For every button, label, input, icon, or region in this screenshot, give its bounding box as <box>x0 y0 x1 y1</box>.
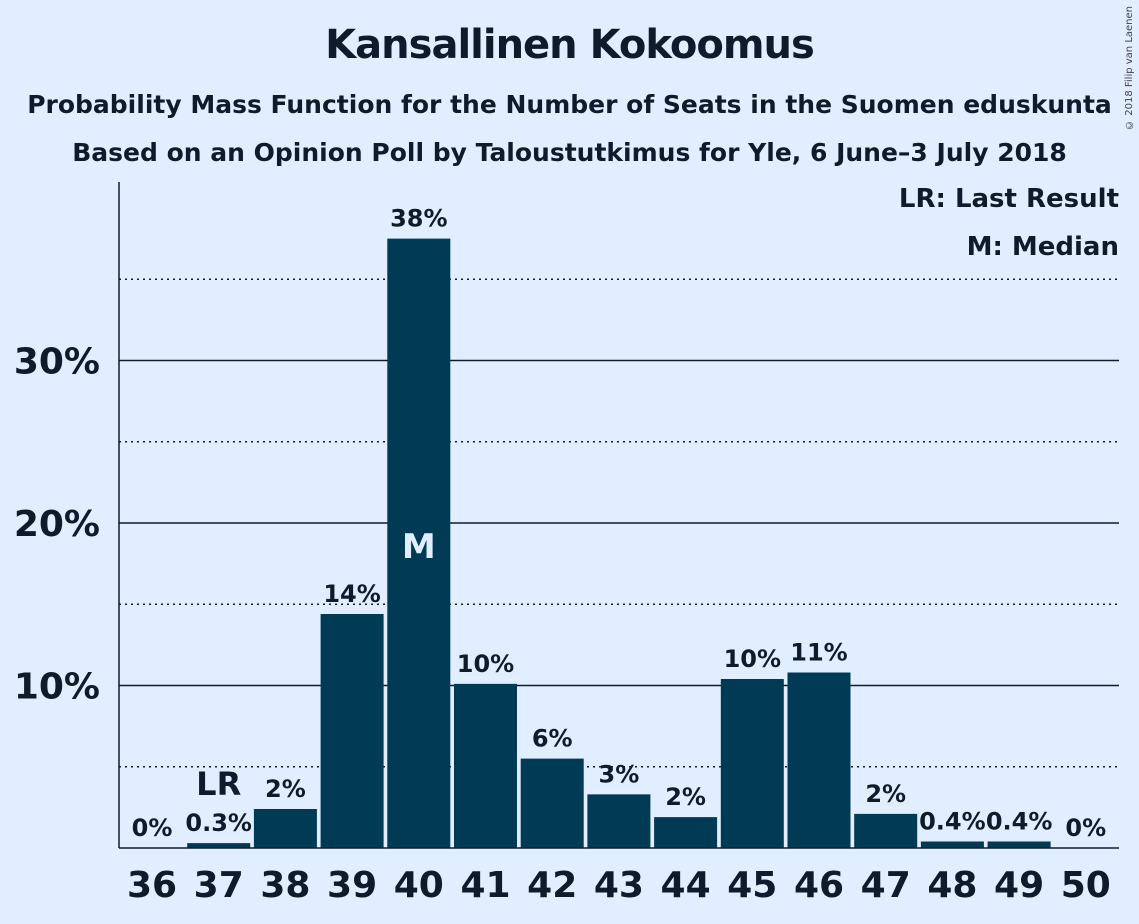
x-tick-label: 40 <box>394 865 444 906</box>
x-tick-label: 50 <box>1061 865 1111 906</box>
x-tick-label: 46 <box>794 865 844 906</box>
x-tick-label: 42 <box>527 865 577 906</box>
data-label: 3% <box>599 760 640 788</box>
chart-subtitle: Probability Mass Function for the Number… <box>27 90 1112 119</box>
bar-seat-37 <box>187 843 251 848</box>
x-tick-label: 48 <box>927 865 977 906</box>
x-tick-label: 49 <box>994 865 1044 906</box>
x-tick-label: 47 <box>861 865 911 906</box>
x-tick-label: 36 <box>127 865 177 906</box>
bar-seat-44 <box>654 817 718 848</box>
x-tick-label: 43 <box>594 865 644 906</box>
data-label: 0% <box>1065 814 1106 842</box>
data-label: 2% <box>865 780 906 808</box>
bar-seat-41 <box>454 683 517 848</box>
y-tick-label: 30% <box>14 342 100 383</box>
x-tick-label: 39 <box>327 865 377 906</box>
bar-seat-45 <box>720 679 784 848</box>
bar-seat-38 <box>253 809 317 848</box>
bar-seat-43 <box>587 794 651 848</box>
bar-seat-46 <box>787 672 851 848</box>
data-label: 14% <box>323 580 380 608</box>
x-tick-label: 37 <box>194 865 244 906</box>
chart-title: Kansallinen Kokoomus <box>325 22 815 68</box>
bar-seat-42 <box>520 758 584 848</box>
chart-subtitle-source: Based on an Opinion Poll by Taloustutkim… <box>72 138 1067 167</box>
bar-seat-47 <box>854 813 918 848</box>
median-marker: M <box>402 527 436 567</box>
bar-seat-48 <box>920 841 984 848</box>
bar-seat-39 <box>320 614 384 848</box>
data-label: 10% <box>724 645 781 673</box>
data-label: 2% <box>265 775 306 803</box>
data-label: 0% <box>132 814 173 842</box>
data-label: 2% <box>665 783 706 811</box>
bar-seat-40 <box>387 238 451 848</box>
y-tick-label: 10% <box>14 667 100 708</box>
x-tick-label: 45 <box>727 865 777 906</box>
y-tick-label: 20% <box>14 504 100 545</box>
data-label: 38% <box>390 205 447 233</box>
data-label: 0.4% <box>986 808 1053 836</box>
bar-seat-49 <box>987 841 1051 848</box>
data-label: 10% <box>457 650 514 678</box>
legend-last-result: LR: Last Result <box>898 184 1119 214</box>
x-tick-label: 41 <box>460 865 510 906</box>
x-tick-label: 38 <box>260 865 310 906</box>
last-result-marker: LR <box>196 765 241 803</box>
x-tick-label: 44 <box>661 865 711 906</box>
data-label: 0.4% <box>919 808 986 836</box>
legend-median: M: Median <box>966 232 1119 262</box>
data-label: 6% <box>532 725 573 753</box>
data-label: 0.3% <box>185 809 252 837</box>
data-label: 11% <box>790 639 847 667</box>
